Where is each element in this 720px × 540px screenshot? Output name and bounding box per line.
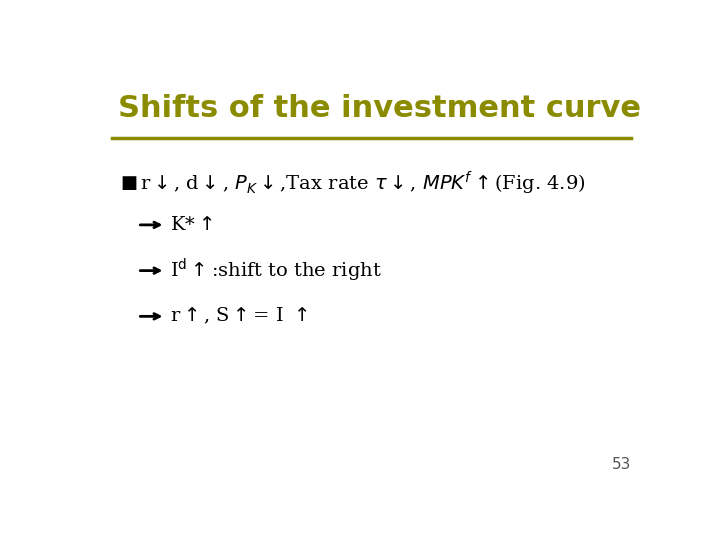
Text: 53: 53: [612, 457, 631, 472]
Text: I$^{\rm d}\uparrow$:shift to the right: I$^{\rm d}\uparrow$:shift to the right: [170, 257, 382, 284]
Text: r$\uparrow$, S$\uparrow$= I $\uparrow$: r$\uparrow$, S$\uparrow$= I $\uparrow$: [170, 306, 307, 327]
Text: ■: ■: [121, 174, 138, 192]
Text: Shifts of the investment curve: Shifts of the investment curve: [118, 94, 641, 123]
Text: K*$\uparrow$: K*$\uparrow$: [170, 216, 212, 234]
Text: r$\downarrow$, d$\downarrow$, $P_K\downarrow$,Tax rate $\tau\downarrow$, $\mathi: r$\downarrow$, d$\downarrow$, $P_K\downa…: [140, 170, 586, 197]
